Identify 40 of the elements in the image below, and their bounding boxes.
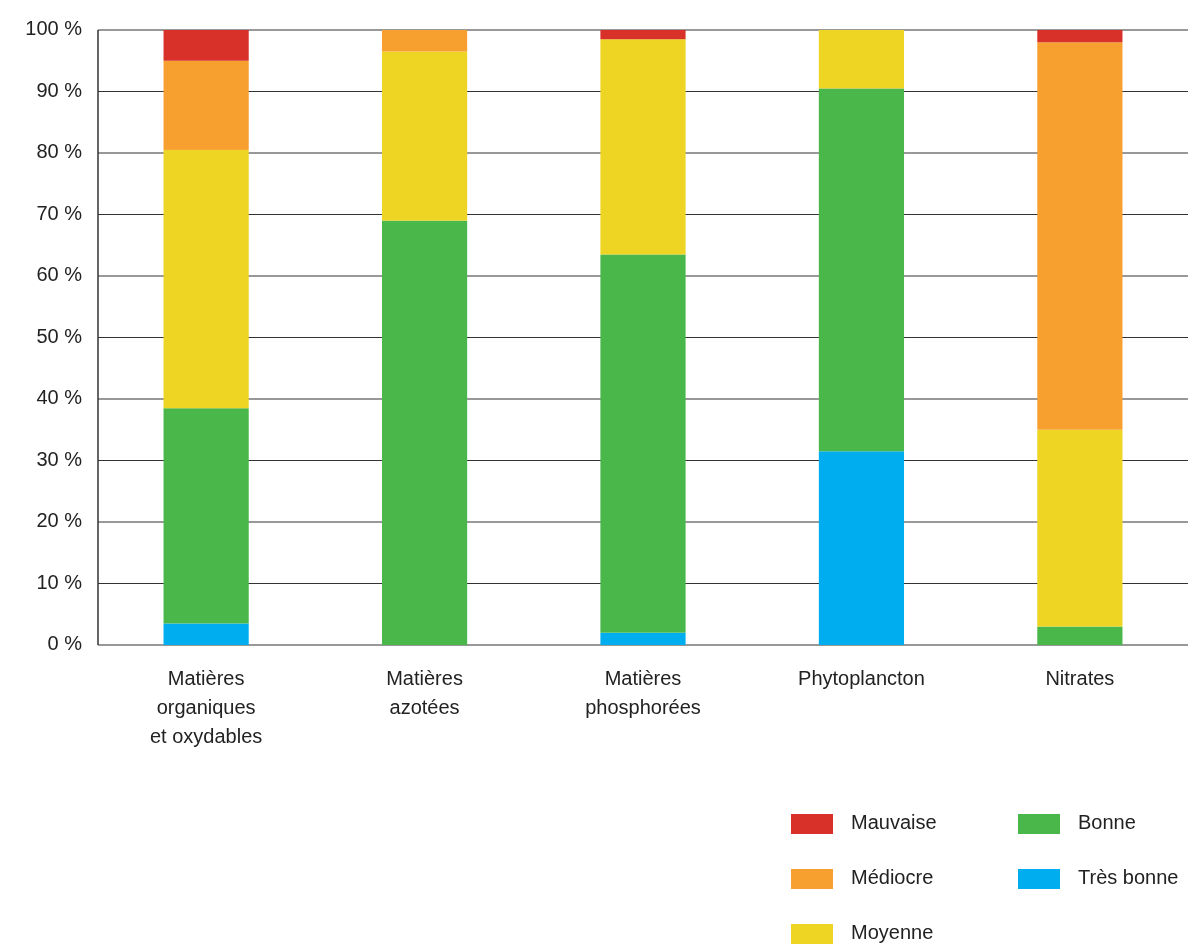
x-tick-label: Phytoplancton [798, 667, 925, 689]
bar [381, 51, 468, 221]
bar [1037, 30, 1123, 43]
legend-label: Mauvaise [851, 811, 937, 834]
x-tick-label: Matières azotées [386, 667, 463, 718]
bar [163, 30, 249, 61]
bar [163, 408, 249, 624]
y-tick-label: 70 % [36, 201, 83, 224]
x-tick-label: Nitrates [1045, 667, 1115, 689]
bar [600, 39, 686, 255]
y-tick-label: 50 % [36, 324, 83, 347]
bar [1037, 42, 1123, 430]
bar [163, 623, 249, 645]
bar [1037, 626, 1123, 645]
bar [163, 60, 249, 150]
x-tick-label: Matières phosphorées [585, 667, 701, 718]
bar [818, 451, 905, 645]
y-tick-label: 80 % [36, 140, 83, 163]
y-tick-label: 10 % [36, 570, 83, 593]
bar [600, 254, 686, 633]
bar [381, 30, 468, 52]
bar [163, 149, 249, 409]
bar [381, 220, 468, 645]
legend-label: Bonne [1078, 811, 1136, 834]
y-tick-label: 40 % [36, 386, 83, 409]
y-tick-label: 90 % [36, 78, 83, 101]
y-tick-label: 20 % [36, 509, 83, 532]
y-tick-label: 30 % [36, 447, 83, 470]
y-tick-label: 60 % [36, 263, 83, 286]
y-tick-label: 100 % [25, 17, 83, 40]
y-tick-label: 0 % [47, 632, 83, 655]
bar [600, 632, 686, 645]
x-tick-label: Matières organiques et oxydables [149, 667, 263, 747]
legend-label: Très bonne [1078, 866, 1179, 889]
bar [600, 30, 686, 40]
legend-label: Moyenne [851, 921, 934, 944]
bar [818, 30, 905, 89]
legend-label: Médiocre [851, 866, 934, 889]
bar [818, 88, 905, 452]
bar [1037, 429, 1123, 627]
